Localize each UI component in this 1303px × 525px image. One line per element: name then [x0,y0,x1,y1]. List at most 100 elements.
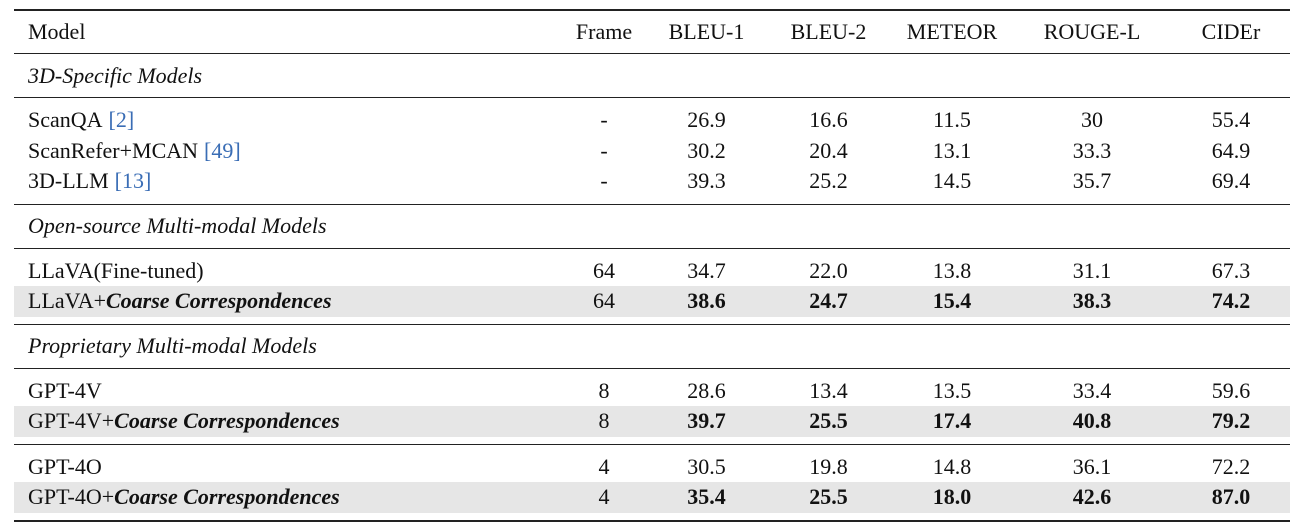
score-cell: 15.4 [892,286,1012,317]
score-cell: 33.3 [1072,137,1112,163]
score-cell: 40.8 [1012,406,1172,437]
frame-cell: 4 [560,482,648,513]
column-header: BLEU-2 [765,10,892,54]
score-cell: 38.3 [1012,286,1172,317]
column-header: BLEU-1 [648,10,765,54]
score-cell: 72.2 [1211,453,1251,479]
citation: [49] [204,137,241,163]
frame-cell: 8 [560,406,648,437]
data-row: GPT-4V+Coarse Correspondences 8 39.7 25.5 17… [14,406,1290,437]
spacer [14,443,1290,452]
spacer-cell [14,513,1290,521]
score-cell: 25.2 [809,168,848,194]
score-cell: 30.5 [687,453,726,479]
spacer [14,437,1290,445]
citation: [2] [108,107,135,133]
model-name: ScanQA [28,107,103,133]
score-cell: 87.0 [1172,482,1290,513]
model-name: ScanRefer+MCAN [28,137,199,163]
data-row: GPT-4V 8 28.6 13.4 13.5 33.4 59.6 [14,376,1290,407]
score-cell: 30.2 [687,137,726,163]
score-cell: 35.7 [1072,168,1112,194]
column-header: CIDEr [1172,10,1290,54]
score-cell: 33.4 [1072,377,1112,403]
method-name: Coarse Correspondences [106,288,332,314]
citation: [13] [114,168,152,194]
spacer [14,197,1290,205]
data-row: 3D-LLM [13] - 39.3 25.2 14.5 35.7 69.4 [14,166,1290,197]
data-row: LLaVA+Coarse Correspondences 64 38.6 24.7 15… [14,286,1290,317]
model-name: GPT-4V+ [28,408,115,434]
spacer-cell [14,437,1290,445]
score-cell: 17.4 [892,406,1012,437]
spacer [14,98,1290,106]
model-cell: ScanQA [2] [14,105,560,136]
frame-cell: - [600,107,608,133]
score-cell: 24.7 [765,286,892,317]
score-cell: 42.6 [1012,482,1172,513]
model-cell: LLaVA(Fine-tuned) [14,256,560,287]
score-cell: 26.9 [687,107,726,133]
spacer-cell [14,248,1290,256]
model-cell: GPT-4V [14,376,560,407]
model-name: LLaVA+ [28,288,106,314]
section-title: 3D-Specific Models [14,53,1290,98]
frame-cell: 64 [593,257,615,283]
method-name: Coarse Correspondences [114,484,340,510]
score-cell: 19.8 [809,453,848,479]
score-cell: 79.2 [1172,406,1290,437]
spacer [14,248,1290,256]
score-cell: 55.4 [1211,107,1251,133]
score-cell: 28.6 [687,377,726,403]
header-row: Model Frame BLEU-1 BLEU-2 METEOR ROUGE-L CIDEr [14,10,1290,54]
table-body: Model Frame BLEU-1 BLEU-2 METEOR ROUGE-L CIDEr… [14,10,1290,521]
frame-cell: 8 [598,377,610,403]
score-cell: 34.7 [687,257,726,283]
score-cell: 67.3 [1211,257,1251,283]
score-cell: 20.4 [809,137,848,163]
frame-cell: 4 [598,453,610,479]
score-cell: 30 [1081,107,1103,133]
spacer [14,317,1290,325]
data-row: GPT-4O 4 30.5 19.8 14.8 36.1 72.2 [14,452,1290,483]
spacer [14,513,1290,521]
score-cell: 16.6 [809,107,848,133]
score-cell: 39.7 [648,406,765,437]
section-title: Proprietary Multi-modal Models [14,323,1290,369]
data-row: LLaVA(Fine-tuned) 64 34.7 22.0 13.8 31.1 67.3 [14,256,1290,287]
model-name: GPT-4V [28,377,102,403]
score-cell: 39.3 [687,168,726,194]
model-cell: ScanRefer+MCAN [49] [14,136,560,167]
spacer-cell [14,197,1290,205]
score-cell: 13.4 [809,377,848,403]
score-cell: 13.1 [932,137,972,163]
model-cell: GPT-4O+Coarse Correspondences [14,482,560,513]
score-cell: 35.4 [648,482,765,513]
model-name: LLaVA(Fine-tuned) [28,257,204,283]
column-header: Model [14,10,560,54]
model-name: GPT-4O+ [28,484,115,510]
score-cell: 14.5 [932,168,972,194]
spacer-cell [14,98,1290,106]
score-cell: 13.8 [932,257,972,283]
frame-cell: - [600,168,608,194]
score-cell: 31.1 [1072,257,1112,283]
score-cell: 14.8 [932,453,972,479]
column-header: ROUGE-L [1012,10,1172,54]
model-name: 3D-LLM [28,168,109,194]
spacer [14,368,1290,376]
score-cell: 74.2 [1172,286,1290,317]
score-cell: 38.6 [648,286,765,317]
section-row: Open-source Multi-modal Models [14,203,1290,249]
score-cell: 64.9 [1211,137,1251,163]
frame-cell: - [600,137,608,163]
model-cell: GPT-4V+Coarse Correspondences [14,406,560,437]
section-row: 3D-Specific Models [14,53,1290,98]
section-title: Open-source Multi-modal Models [14,203,1290,249]
spacer-cell [14,317,1290,325]
spacer-cell [14,368,1290,376]
score-cell: 18.0 [892,482,1012,513]
data-row: ScanRefer+MCAN [49] - 30.2 20.4 13.1 33.3 64.9 [14,136,1290,167]
section-row: Proprietary Multi-modal Models [14,323,1290,369]
score-cell: 11.5 [933,107,971,133]
